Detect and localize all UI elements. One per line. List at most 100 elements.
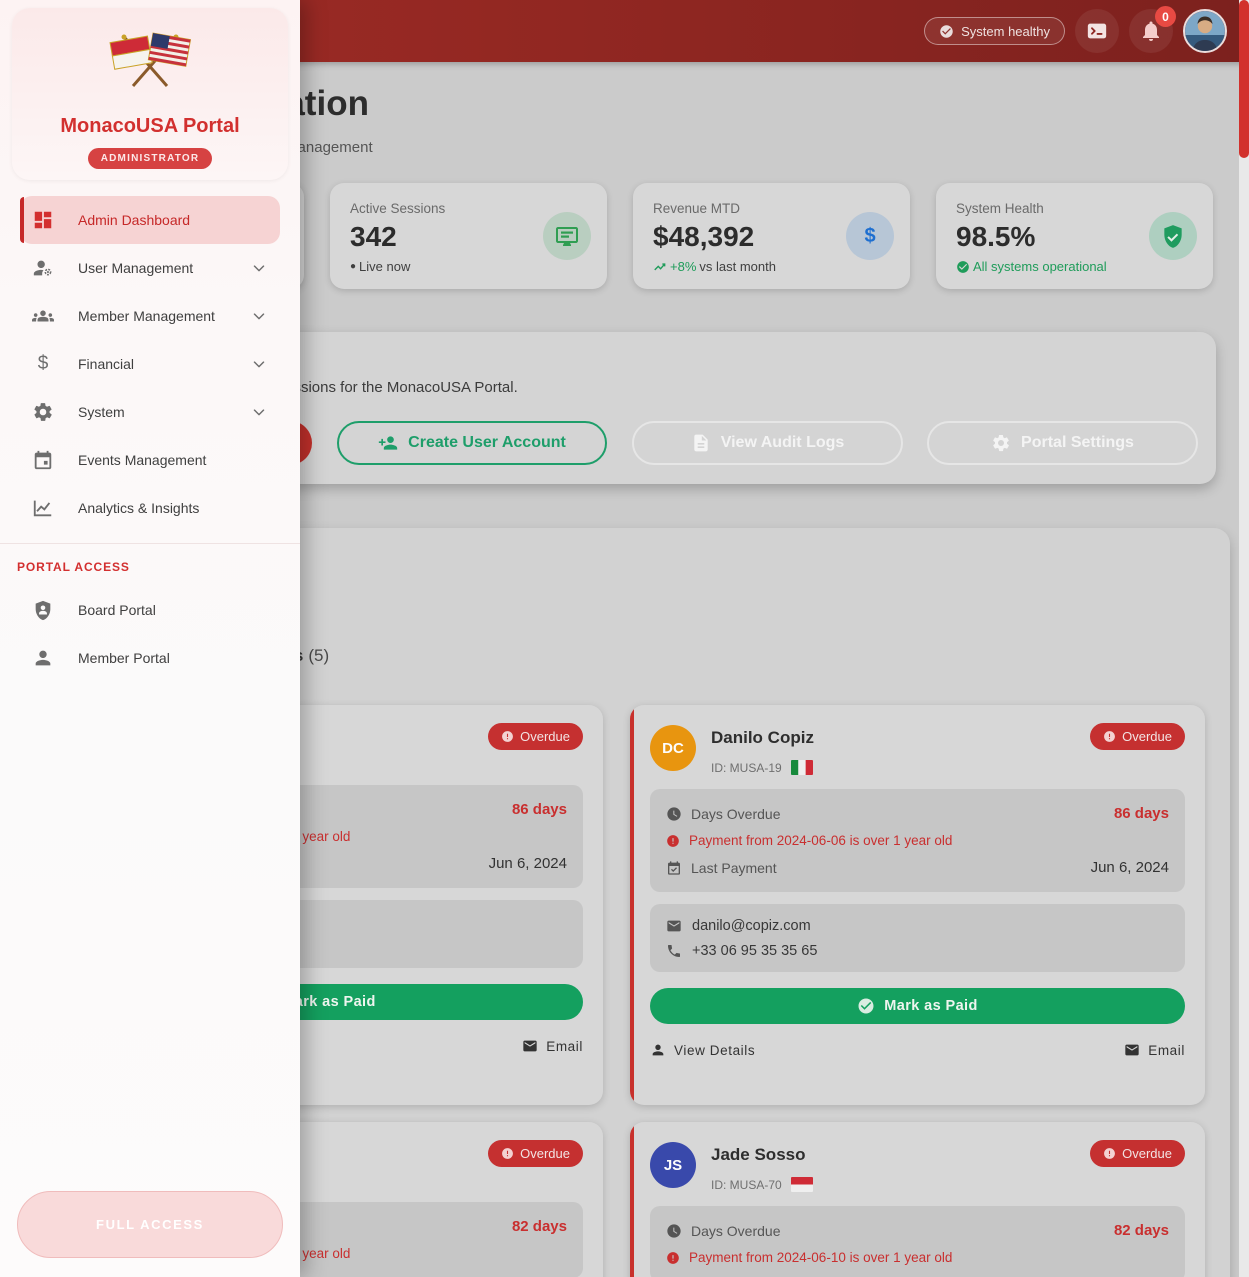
stat-trend-percent: +8% — [670, 259, 697, 274]
avatar-photo-image — [1185, 11, 1225, 51]
overdue-badge: Overdue — [488, 723, 583, 750]
sidebar-item-user-management[interactable]: User Management — [20, 244, 280, 292]
card-red-accent — [630, 705, 634, 1105]
overdue-badge: Overdue — [488, 1140, 583, 1167]
member-phone: +33 06 95 35 35 65 — [692, 942, 818, 959]
sidebar-item-member-portal[interactable]: Member Portal — [20, 634, 280, 682]
person-add-icon — [378, 433, 398, 453]
terminal-icon — [1086, 20, 1108, 42]
days-overdue-value: 82 days — [511, 1218, 567, 1235]
gear-icon — [32, 401, 54, 423]
chevron-down-icon — [250, 403, 268, 421]
dollar-icon: $ — [37, 353, 49, 374]
card-header: JS Jade Sosso ID: MUSA-70 — [650, 1142, 1185, 1192]
portal-settings-button[interactable]: Portal Settings — [927, 421, 1198, 465]
stat-subtext: +8% vs last month — [653, 259, 892, 274]
sidebar-item-financial[interactable]: $ Financial — [20, 340, 280, 388]
mark-as-paid-button[interactable]: Mark as Paid — [650, 988, 1185, 1024]
sidebar-item-events-management[interactable]: Events Management — [20, 436, 280, 484]
member-avatar: DC — [650, 725, 696, 771]
manage-accounts-icon — [32, 257, 54, 279]
stat-card-revenue: Revenue MTD $48,392 +8% vs last month $ — [633, 183, 910, 289]
sidebar-item-board-portal[interactable]: Board Portal — [20, 586, 280, 634]
monitor-icon-circle — [543, 212, 591, 260]
line-chart-icon — [32, 497, 54, 519]
stat-label: System Health — [956, 201, 1044, 216]
stat-label: Revenue MTD — [653, 201, 741, 216]
chevron-down-icon — [250, 355, 268, 373]
create-user-account-button[interactable]: Create User Account — [337, 421, 607, 465]
notification-badge: 0 — [1155, 6, 1176, 27]
system-status-label: System healthy — [961, 23, 1050, 39]
sidebar-item-member-management[interactable]: Member Management — [20, 292, 280, 340]
alert-icon — [501, 730, 514, 743]
dashboard-icon — [32, 209, 54, 231]
member-id: ID: MUSA-70 — [711, 1177, 782, 1192]
check-circle-icon — [939, 24, 954, 39]
member-avatar: JS — [650, 1142, 696, 1188]
view-details-button[interactable]: View Details — [650, 1042, 755, 1058]
calendar-icon — [32, 449, 54, 471]
notifications-button[interactable]: 0 — [1129, 6, 1176, 53]
sidebar-item-system[interactable]: System — [20, 388, 280, 436]
monaco-flag-icon — [790, 1177, 813, 1192]
role-badge: ADMINISTRATOR — [87, 148, 213, 169]
warning-icon — [666, 834, 680, 848]
shield-check-icon-circle — [1149, 212, 1197, 260]
shield-check-icon — [1160, 223, 1186, 249]
overdue-badge: Overdue — [1090, 1140, 1185, 1167]
full-access-button[interactable]: FULL ACCESS — [17, 1191, 283, 1258]
contact-box: danilo@copiz.com +33 06 95 35 35 65 — [650, 904, 1185, 972]
scrollbar-track[interactable] — [1239, 0, 1249, 1277]
stat-value: $48,392 — [653, 221, 755, 252]
alert-icon — [1103, 1147, 1116, 1160]
italy-flag-icon — [790, 760, 813, 775]
email-button[interactable]: Email — [1124, 1042, 1185, 1058]
phone-icon — [666, 943, 682, 959]
stat-label: Active Sessions — [350, 201, 446, 216]
scrollbar-thumb[interactable] — [1239, 0, 1249, 158]
trending-up-icon — [653, 260, 667, 274]
stat-card-active-sessions: Active Sessions 342 ● Live now — [330, 183, 607, 289]
gear-icon — [991, 433, 1011, 453]
monitor-icon — [555, 224, 579, 248]
warning-icon — [666, 1251, 680, 1265]
terminal-button[interactable] — [1075, 9, 1119, 53]
view-audit-logs-button[interactable]: View Audit Logs — [632, 421, 903, 465]
clock-icon — [666, 806, 682, 822]
person-icon — [32, 647, 54, 669]
card-red-accent — [630, 1122, 634, 1277]
document-icon — [691, 433, 711, 453]
email-icon — [666, 918, 682, 934]
envelope-icon — [522, 1038, 538, 1054]
clock-icon — [666, 1223, 682, 1239]
check-circle-icon — [956, 260, 970, 274]
chevron-down-icon — [250, 259, 268, 277]
stat-subtext: All systems operational — [956, 259, 1195, 274]
email-button[interactable]: Email — [522, 1038, 583, 1054]
member-id: ID: MUSA-19 — [711, 760, 782, 775]
user-avatar[interactable] — [1183, 9, 1227, 53]
stat-card-system-health: System Health 98.5% All systems operatio… — [936, 183, 1213, 289]
sidebar-item-analytics-insights[interactable]: Analytics & Insights — [20, 484, 280, 532]
payment-info-box: Days Overdue 82 days Payment from 2024-0… — [650, 1206, 1185, 1277]
card-actions: View Details Email — [650, 1042, 1185, 1058]
alert-icon — [1103, 730, 1116, 743]
last-payment-value: Jun 6, 2024 — [1090, 859, 1169, 876]
portal-access-header: PORTAL ACCESS — [17, 560, 130, 574]
payment-info-box: Days Overdue 86 days Payment from 2024-0… — [650, 789, 1185, 892]
calendar-check-icon — [666, 860, 682, 876]
overdue-badge: Overdue — [1090, 723, 1185, 750]
sidebar-item-admin-dashboard[interactable]: Admin Dashboard — [20, 196, 280, 244]
card-header: DC Danilo Copiz ID: MUSA-19 — [650, 725, 1185, 775]
envelope-icon — [1124, 1042, 1140, 1058]
member-email: danilo@copiz.com — [692, 917, 811, 934]
brand-card: MonacoUSA Portal ADMINISTRATOR — [12, 8, 288, 180]
dollar-icon-circle: $ — [846, 212, 894, 260]
person-icon — [650, 1042, 666, 1058]
system-status-pill: System healthy — [924, 17, 1065, 45]
days-overdue-value: 86 days — [511, 801, 567, 818]
check-circle-icon — [857, 997, 875, 1015]
crossed-flags-logo-icon — [109, 32, 192, 87]
